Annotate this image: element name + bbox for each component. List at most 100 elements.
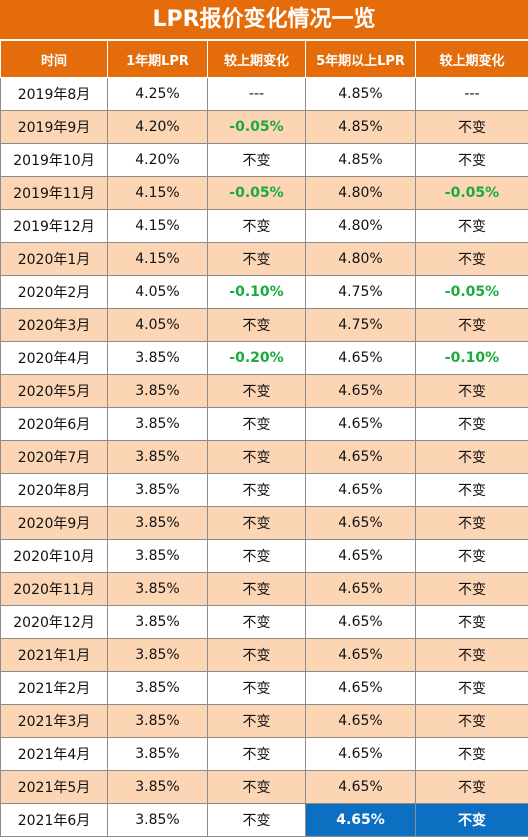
lpr-5y-cell: 4.65%: [305, 638, 416, 672]
change-1y-cell: 不变: [207, 308, 306, 342]
lpr-1y-cell: 3.85%: [107, 341, 208, 375]
month-cell: 2021年3月: [0, 704, 108, 738]
change-1y-cell: 不变: [207, 572, 306, 606]
change-1y-cell: 不变: [207, 737, 306, 771]
change-5y-cell: 不变: [415, 737, 528, 771]
lpr-1y-cell: 3.85%: [107, 671, 208, 705]
month-cell: 2019年11月: [0, 176, 108, 210]
lpr-1y-cell: 3.85%: [107, 539, 208, 573]
month-cell: 2020年6月: [0, 407, 108, 441]
lpr-5y-cell: 4.65%: [305, 572, 416, 606]
lpr-1y-cell: 3.85%: [107, 704, 208, 738]
lpr-5y-cell: 4.65%: [305, 440, 416, 474]
table-row: 2021年6月 3.85% 不变 4.65% 不变: [0, 803, 528, 837]
month-cell: 2019年10月: [0, 143, 108, 177]
change-5y-cell: 不变: [415, 242, 528, 276]
lpr-1y-cell: 4.05%: [107, 275, 208, 309]
lpr-1y-cell: 3.85%: [107, 440, 208, 474]
table-row: 2021年3月 3.85% 不变 4.65% 不变: [0, 704, 528, 738]
table-row: 2019年9月 4.20% -0.05% 4.85% 不变: [0, 110, 528, 144]
change-5y-cell: -0.05%: [415, 176, 528, 210]
change-1y-cell: 不变: [207, 374, 306, 408]
lpr-1y-cell: 3.85%: [107, 506, 208, 540]
change-1y-cell: 不变: [207, 143, 306, 177]
header-change-5y: 较上期变化: [415, 40, 528, 78]
month-cell: 2021年6月: [0, 803, 108, 837]
table-row: 2020年7月 3.85% 不变 4.65% 不变: [0, 440, 528, 474]
table-row: 2021年4月 3.85% 不变 4.65% 不变: [0, 737, 528, 771]
header-row: 时间 1年期LPR 较上期变化 5年期以上LPR 较上期变化: [0, 40, 528, 78]
change-5y-cell: 不变: [415, 803, 528, 837]
table-row: 2020年3月 4.05% 不变 4.75% 不变: [0, 308, 528, 342]
table-row: 2021年1月 3.85% 不变 4.65% 不变: [0, 638, 528, 672]
change-5y-cell: 不变: [415, 143, 528, 177]
change-1y-cell: -0.20%: [207, 341, 306, 375]
lpr-table: 时间 1年期LPR 较上期变化 5年期以上LPR 较上期变化 2019年8月 4.…: [0, 40, 528, 837]
table-row: 2020年9月 3.85% 不变 4.65% 不变: [0, 506, 528, 540]
month-cell: 2020年7月: [0, 440, 108, 474]
month-cell: 2019年12月: [0, 209, 108, 243]
table-row: 2021年5月 3.85% 不变 4.65% 不变: [0, 770, 528, 804]
change-5y-cell: 不变: [415, 110, 528, 144]
header-lpr-5y: 5年期以上LPR: [305, 40, 416, 78]
change-1y-cell: 不变: [207, 407, 306, 441]
lpr-5y-cell: 4.65%: [305, 803, 416, 837]
table-row: 2019年8月 4.25% --- 4.85% ---: [0, 77, 528, 111]
month-cell: 2020年8月: [0, 473, 108, 507]
table-row: 2021年2月 3.85% 不变 4.65% 不变: [0, 671, 528, 705]
change-5y-cell: 不变: [415, 374, 528, 408]
change-5y-cell: -0.10%: [415, 341, 528, 375]
change-1y-cell: 不变: [207, 539, 306, 573]
lpr-1y-cell: 3.85%: [107, 605, 208, 639]
lpr-1y-cell: 3.85%: [107, 638, 208, 672]
month-cell: 2021年2月: [0, 671, 108, 705]
table-title: LPR报价变化情况一览: [0, 0, 528, 40]
table-row: 2020年6月 3.85% 不变 4.65% 不变: [0, 407, 528, 441]
change-5y-cell: 不变: [415, 605, 528, 639]
lpr-5y-cell: 4.75%: [305, 275, 416, 309]
change-1y-cell: 不变: [207, 638, 306, 672]
month-cell: 2020年9月: [0, 506, 108, 540]
table-row: 2020年10月 3.85% 不变 4.65% 不变: [0, 539, 528, 573]
change-1y-cell: 不变: [207, 605, 306, 639]
lpr-5y-cell: 4.65%: [305, 770, 416, 804]
change-5y-cell: ---: [415, 77, 528, 111]
change-5y-cell: -0.05%: [415, 275, 528, 309]
lpr-5y-cell: 4.65%: [305, 341, 416, 375]
change-5y-cell: 不变: [415, 407, 528, 441]
lpr-5y-cell: 4.65%: [305, 737, 416, 771]
month-cell: 2021年5月: [0, 770, 108, 804]
change-1y-cell: 不变: [207, 803, 306, 837]
table-row: 2020年8月 3.85% 不变 4.65% 不变: [0, 473, 528, 507]
month-cell: 2019年9月: [0, 110, 108, 144]
header-change-1y: 较上期变化: [207, 40, 306, 78]
lpr-5y-cell: 4.75%: [305, 308, 416, 342]
month-cell: 2020年4月: [0, 341, 108, 375]
change-5y-cell: 不变: [415, 572, 528, 606]
month-cell: 2020年10月: [0, 539, 108, 573]
change-5y-cell: 不变: [415, 638, 528, 672]
table-row: 2019年12月 4.15% 不变 4.80% 不变: [0, 209, 528, 243]
month-cell: 2020年3月: [0, 308, 108, 342]
change-1y-cell: 不变: [207, 440, 306, 474]
lpr-1y-cell: 3.85%: [107, 407, 208, 441]
lpr-5y-cell: 4.80%: [305, 242, 416, 276]
lpr-5y-cell: 4.65%: [305, 407, 416, 441]
table-row: 2019年11月 4.15% -0.05% 4.80% -0.05%: [0, 176, 528, 210]
change-5y-cell: 不变: [415, 440, 528, 474]
month-cell: 2020年5月: [0, 374, 108, 408]
lpr-1y-cell: 4.25%: [107, 77, 208, 111]
change-5y-cell: 不变: [415, 209, 528, 243]
lpr-5y-cell: 4.65%: [305, 704, 416, 738]
lpr-1y-cell: 4.05%: [107, 308, 208, 342]
table-row: 2020年12月 3.85% 不变 4.65% 不变: [0, 605, 528, 639]
change-1y-cell: -0.05%: [207, 110, 306, 144]
lpr-5y-cell: 4.80%: [305, 209, 416, 243]
change-5y-cell: 不变: [415, 308, 528, 342]
change-1y-cell: 不变: [207, 506, 306, 540]
lpr-1y-cell: 3.85%: [107, 374, 208, 408]
change-1y-cell: 不变: [207, 209, 306, 243]
table-row: 2019年10月 4.20% 不变 4.85% 不变: [0, 143, 528, 177]
table-body: 2019年8月 4.25% --- 4.85% --- 2019年9月 4.20% -0.05…: [0, 77, 528, 837]
